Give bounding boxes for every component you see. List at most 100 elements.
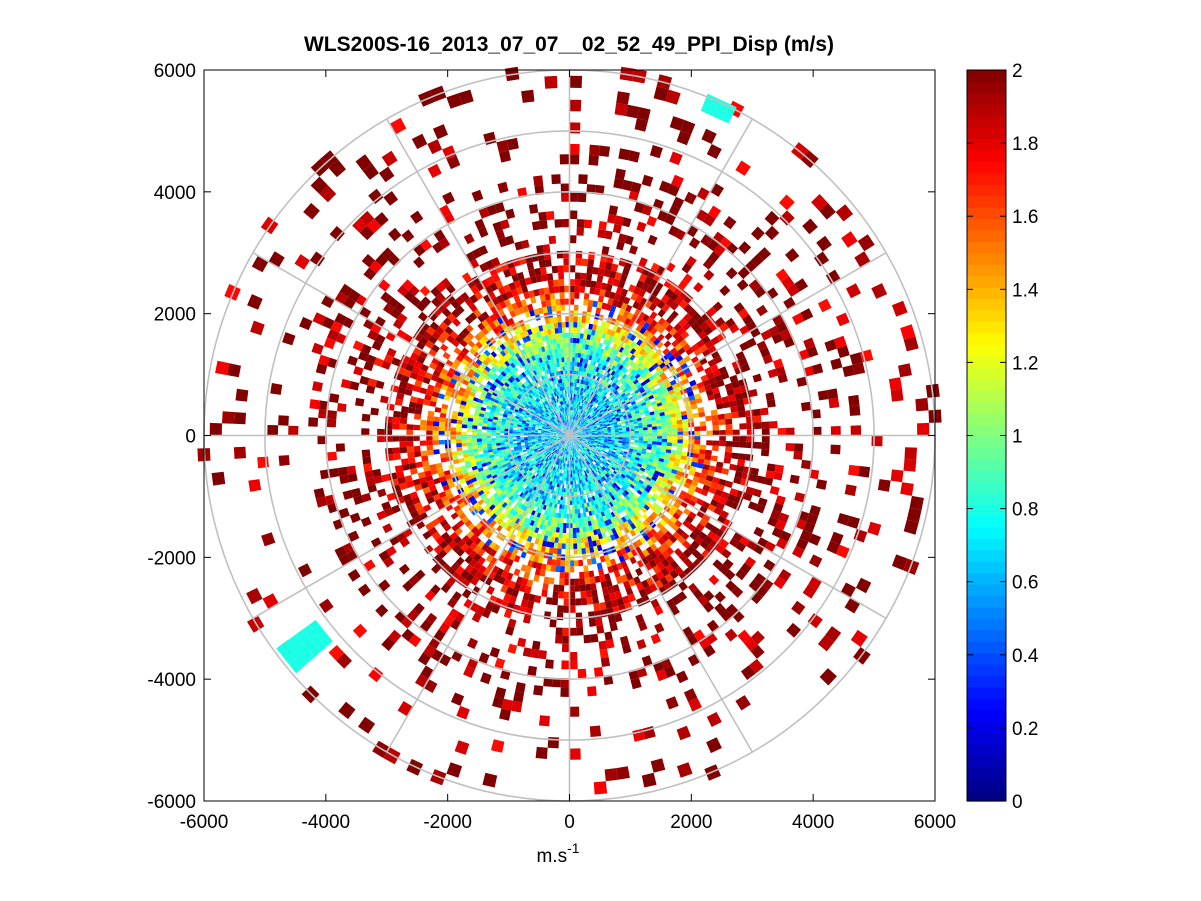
data-cell (406, 441, 414, 447)
data-cell (586, 393, 590, 398)
data-cell (587, 428, 591, 431)
data-cell (572, 425, 574, 428)
data-cell (523, 365, 528, 371)
data-cell (630, 181, 642, 194)
data-cell (543, 401, 547, 406)
data-cell (846, 283, 861, 299)
data-cell (600, 398, 604, 403)
data-cell (565, 425, 567, 428)
data-cell (634, 410, 640, 414)
data-cell (644, 412, 650, 417)
data-cell (520, 349, 526, 356)
data-cell (596, 410, 600, 414)
data-cell (399, 441, 407, 448)
data-cell (694, 426, 701, 432)
data-cell (478, 245, 489, 256)
data-cell (560, 370, 564, 376)
data-cell (572, 429, 575, 432)
data-cell (696, 339, 705, 349)
data-cell (599, 369, 605, 375)
data-cell (705, 389, 714, 396)
data-cell (683, 431, 689, 436)
data-cell (656, 300, 666, 309)
data-cell (593, 425, 597, 428)
data-cell (602, 349, 608, 356)
data-cell (567, 403, 569, 408)
data-cell (738, 410, 746, 418)
data-cell (647, 429, 653, 433)
data-cell (665, 315, 675, 325)
data-cell (636, 107, 651, 121)
data-cell (582, 431, 586, 433)
data-cell (675, 411, 682, 417)
data-cell (649, 311, 658, 320)
data-cell (572, 337, 577, 344)
data-cell (630, 400, 636, 406)
data-cell (562, 370, 566, 375)
data-cell (583, 333, 588, 340)
data-cell (596, 336, 602, 343)
data-cell (585, 431, 589, 433)
data-cell (613, 361, 619, 367)
data-cell (577, 432, 580, 434)
data-cell (574, 433, 578, 435)
data-cell (482, 426, 487, 430)
data-cell (547, 407, 551, 411)
data-cell (577, 426, 580, 429)
data-cell (513, 328, 520, 336)
data-cell (439, 417, 446, 423)
data-cell (617, 280, 626, 289)
data-cell (377, 435, 385, 443)
data-cell (849, 352, 863, 365)
data-cell (689, 399, 697, 406)
data-cell (605, 283, 613, 292)
data-cell (523, 347, 529, 354)
data-cell (361, 428, 370, 436)
data-cell (686, 256, 697, 267)
data-cell (574, 410, 577, 415)
data-cell (589, 287, 596, 295)
data-cell (705, 316, 716, 327)
data-cell (587, 421, 591, 424)
data-cell (567, 419, 569, 422)
data-cell (598, 421, 602, 424)
data-cell (620, 288, 629, 297)
data-cell (536, 331, 542, 338)
data-cell (381, 150, 398, 167)
data-cell (456, 439, 462, 444)
data-cell (597, 411, 601, 415)
data-cell (516, 438, 521, 441)
data-cell (603, 408, 608, 412)
data-cell (608, 419, 613, 423)
data-cell (575, 411, 578, 415)
data-cell (586, 184, 596, 195)
data-cell (666, 424, 673, 429)
data-cell (599, 403, 604, 408)
data-cell (548, 235, 557, 245)
data-cell (566, 403, 568, 408)
data-cell (890, 388, 904, 402)
data-cell (432, 425, 439, 431)
data-cell (578, 412, 581, 416)
data-cell (714, 374, 723, 382)
data-cell (616, 333, 623, 340)
data-cell (516, 333, 523, 340)
data-cell (638, 288, 647, 298)
data-cell (516, 430, 521, 433)
data-cell (642, 421, 648, 426)
data-cell (499, 150, 511, 163)
data-cell (481, 438, 487, 442)
data-cell (652, 426, 657, 430)
data-cell (608, 311, 615, 318)
data-cell (852, 362, 866, 375)
data-cell (541, 273, 548, 282)
data-cell (584, 412, 587, 416)
data-cell (363, 463, 373, 472)
data-cell (534, 267, 542, 276)
data-cell (584, 427, 588, 430)
data-cell (672, 351, 681, 359)
data-cell (565, 332, 570, 338)
data-cell (590, 404, 594, 408)
data-cell (626, 413, 632, 417)
data-cell (700, 374, 709, 382)
